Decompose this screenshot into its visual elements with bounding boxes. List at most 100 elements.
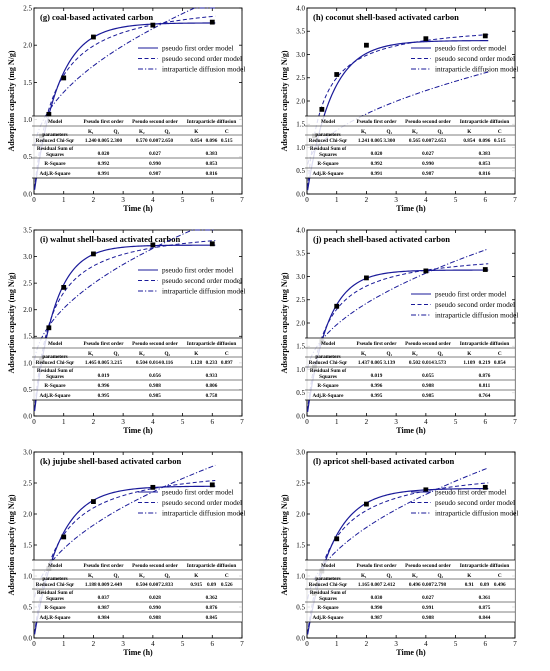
table-param-symbol: Q₂ [437, 573, 443, 579]
x-tick-label: 5 [181, 418, 185, 426]
x-tick-label: 0 [305, 196, 309, 204]
table-param-value: 3.139 [383, 360, 395, 366]
y-tick-label: 2.5 [23, 280, 32, 288]
table-param-symbol: K₁ [88, 351, 94, 357]
table-stat-value: 0.988 [422, 383, 434, 389]
table-stat-value: 0.996 [98, 383, 110, 389]
table-param-value: 3.573 [434, 360, 446, 366]
y-tick-label: 2.0 [23, 42, 32, 50]
series-intraparticle-diffusion [307, 467, 489, 600]
data-point [482, 484, 488, 490]
table-param-symbol: Q₂ [437, 129, 443, 135]
table-param-value: 0.496 [494, 582, 506, 588]
table-stat-value: 0.233 [206, 360, 218, 366]
table-param-value: 0.565 [409, 138, 421, 144]
table-param-value: 2.412 [383, 582, 395, 588]
parameter-table: Model Pseudo first order Pseudo second ord… [305, 559, 515, 623]
table-stat-value: 0.995 [98, 393, 110, 399]
x-tick-label: 1 [335, 418, 339, 426]
y-tick-label: 2.5 [23, 4, 32, 12]
legend-label: pseudo second order model [435, 498, 515, 507]
table-stat-value: 0.991 [98, 171, 110, 177]
series-pseudo-second-order [34, 15, 216, 189]
x-tick-label: 2 [92, 418, 96, 426]
table-background [32, 338, 242, 400]
table-row-label: Squares [319, 374, 337, 380]
data-point [209, 19, 215, 25]
table-background [32, 560, 242, 622]
table-header-model: Model [48, 341, 63, 347]
table-param-value: 0.502 [409, 360, 421, 366]
data-point [364, 275, 369, 281]
table-row-label: Reduced Chi-Sqr [309, 582, 348, 588]
table-stat-value: 0.987 [422, 171, 434, 177]
table-stat-value: 0.987 [98, 605, 110, 611]
x-tick-label: 0 [32, 640, 36, 648]
table-param-symbol: K [467, 351, 471, 357]
table-row-label: Residual Sum of [310, 590, 347, 596]
x-tick-label: 6 [211, 418, 215, 426]
table-param-symbol: Q₁ [386, 573, 392, 579]
table-row-label: parameters [315, 132, 340, 138]
legend-label: intraparticle diffusion model [435, 509, 518, 518]
y-tick-label: 1.0 [296, 144, 305, 152]
table-row-label: Squares [46, 374, 64, 380]
table-param-value: 1.109 [463, 360, 475, 366]
y-axis-label: Adsorption capacity (mg N/g) [7, 272, 16, 373]
table-param-symbol: K [194, 351, 198, 357]
data-point [61, 284, 67, 290]
table-stat-value: 0.764 [479, 393, 491, 399]
y-tick-label: 2.0 [23, 510, 32, 518]
y-tick-label: 0.5 [296, 389, 305, 397]
x-tick-label: 0 [305, 640, 309, 648]
legend-label: intraparticle diffusion model [162, 509, 245, 518]
series-pseudo-second-order [34, 479, 216, 634]
x-tick-label: 7 [513, 640, 517, 648]
y-tick-label: 0.0 [23, 634, 32, 642]
x-axis-label: Time (h) [396, 648, 426, 657]
chart-title: (l) apricot shell-based activated carbon [313, 456, 454, 466]
table-stat-value: 0.028 [149, 595, 161, 601]
parameter-table: Model Pseudo first order Pseudo second ord… [32, 337, 242, 401]
x-tick-label: 3 [394, 640, 398, 648]
table-param-symbol: Q₁ [386, 351, 392, 357]
x-tick-label: 4 [151, 640, 155, 648]
table-stat-value: 0.875 [479, 605, 491, 611]
table-row-label: parameters [42, 132, 67, 138]
table-stat-value: 0.876 [479, 373, 491, 379]
table-stat-value: 0.096 [206, 138, 218, 144]
table-row-label: Adj.R-Square [313, 615, 345, 621]
table-stat-value: 0.09 [207, 582, 216, 588]
data-point [364, 42, 369, 48]
table-header-model: Model [321, 341, 336, 347]
y-tick-label: 2.0 [23, 306, 32, 314]
table-stat-value: 0.990 [371, 605, 383, 611]
x-tick-label: 6 [211, 640, 215, 648]
table-stat-value: 0.019 [98, 373, 110, 379]
x-tick-label: 3 [394, 196, 398, 204]
series-intraparticle-diffusion [34, 229, 216, 360]
chart-title: (j) peach shell-based activated carbon [313, 234, 450, 244]
y-tick-label: 2.0 [296, 319, 305, 327]
table-header-second-order: Pseudo second order [132, 563, 179, 569]
table-stat-value: 0.992 [98, 161, 110, 167]
y-tick-label: 1.5 [23, 79, 32, 87]
parameter-table: Model Pseudo first order Pseudo second ord… [305, 115, 515, 179]
data-point [91, 499, 96, 504]
table-stat-value: 0.030 [371, 595, 383, 601]
plot-frame [33, 229, 243, 417]
series-pseudo-first-order [306, 40, 489, 191]
table-stat-value: 0.987 [371, 615, 383, 621]
table-param-value: 0.504 [136, 582, 148, 588]
table-header-first-order: Pseudo first order [83, 341, 124, 347]
y-tick-label: 1.0 [23, 572, 32, 580]
x-tick-label: 2 [365, 640, 369, 648]
x-tick-label: 0 [32, 196, 36, 204]
legend-label: intraparticle diffusion model [435, 311, 518, 320]
x-tick-label: 1 [62, 640, 66, 648]
x-tick-label: 2 [365, 196, 369, 204]
table-stat-value: 0.09 [480, 582, 489, 588]
data-point [209, 482, 215, 488]
table-param-value: 1.128 [190, 360, 202, 366]
